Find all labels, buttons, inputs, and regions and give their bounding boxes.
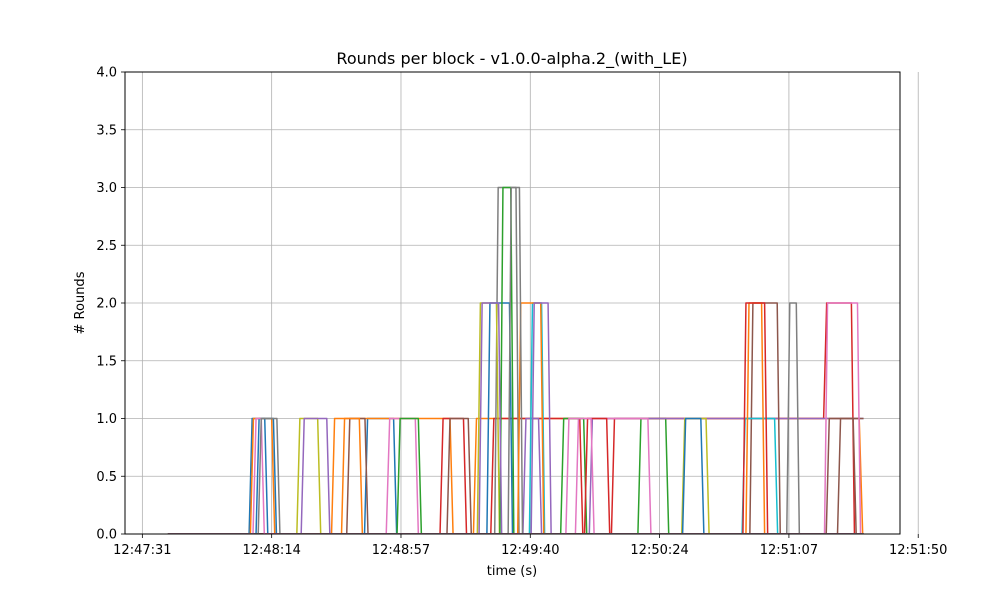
y-tick-label: 3.5 (96, 123, 117, 138)
series-line-16 (167, 417, 864, 534)
x-tick-label: 12:48:14 (242, 543, 300, 558)
y-tick-label: 4.0 (96, 66, 117, 81)
x-tick-label: 12:47:31 (113, 543, 171, 558)
x-tick-label: 12:48:57 (372, 543, 430, 558)
series-line-7 (167, 302, 864, 534)
chart-title: Rounds per block - v1.0.0-alpha.2_(with_… (336, 49, 687, 69)
y-axis: 0.0 0.5 1.0 1.5 2.0 2.5 3.0 3.5 4.0 (96, 66, 125, 543)
series-line-18 (167, 186, 864, 534)
x-tick-label: 12:51:07 (760, 543, 818, 558)
y-tick-label: 1.5 (96, 354, 117, 369)
series-line-8 (167, 186, 864, 534)
y-tick-label: 0.5 (96, 470, 117, 485)
series-layer (167, 186, 864, 534)
y-tick-label: 2.5 (96, 239, 117, 254)
series-line-10 (167, 302, 864, 534)
x-tick-label: 12:50:24 (630, 543, 688, 558)
x-axis-title: time (s) (487, 564, 537, 579)
x-axis: 12:47:31 12:48:14 12:48:57 12:49:40 12:50:24… (113, 534, 947, 558)
x-tick-label: 12:49:40 (501, 543, 559, 558)
x-tick-label: 12:51:50 (889, 543, 947, 558)
y-tick-label: 0.0 (96, 528, 117, 543)
y-tick-label: 1.0 (96, 412, 117, 427)
y-axis-title: # Rounds (73, 271, 88, 334)
y-tick-label: 2.0 (96, 297, 117, 312)
series-line-17 (167, 417, 864, 534)
series-line-15 (167, 302, 864, 534)
series-line-14 (167, 302, 864, 534)
y-tick-label: 3.0 (96, 181, 117, 196)
